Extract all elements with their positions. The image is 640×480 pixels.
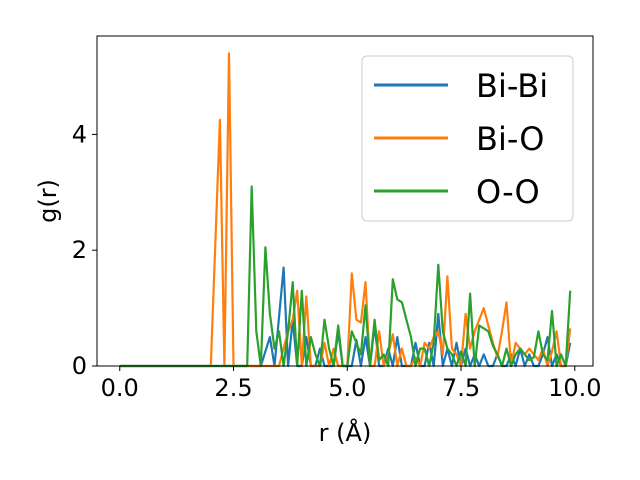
legend-label-bi-o: Bi-O <box>476 120 544 158</box>
legend: Bi-Bi Bi-O O-O <box>361 55 574 222</box>
legend-label-o-o: O-O <box>476 173 540 211</box>
legend-label-bi-bi: Bi-Bi <box>476 67 548 105</box>
series-line-bi-bi <box>119 266 572 368</box>
x-tick-label: 7.5 <box>442 374 480 402</box>
x-axis-label: r (Å) <box>319 418 372 447</box>
x-tick-label: 2.5 <box>214 374 252 402</box>
plot-frame <box>96 35 594 367</box>
x-tick-label: 5.0 <box>328 374 366 402</box>
x-tick-label: 0.0 <box>101 374 139 402</box>
legend-box <box>361 55 574 222</box>
y-tick-label: 4 <box>72 120 87 148</box>
axis-ticks: 0.0 2.5 5.0 7.5 10.0 0 2 4 <box>72 120 602 402</box>
y-axis-label: g(r) <box>34 179 62 223</box>
x-tick-label: 10.0 <box>548 374 601 402</box>
y-tick-label: 0 <box>72 352 87 380</box>
y-tick-label: 2 <box>72 236 87 264</box>
